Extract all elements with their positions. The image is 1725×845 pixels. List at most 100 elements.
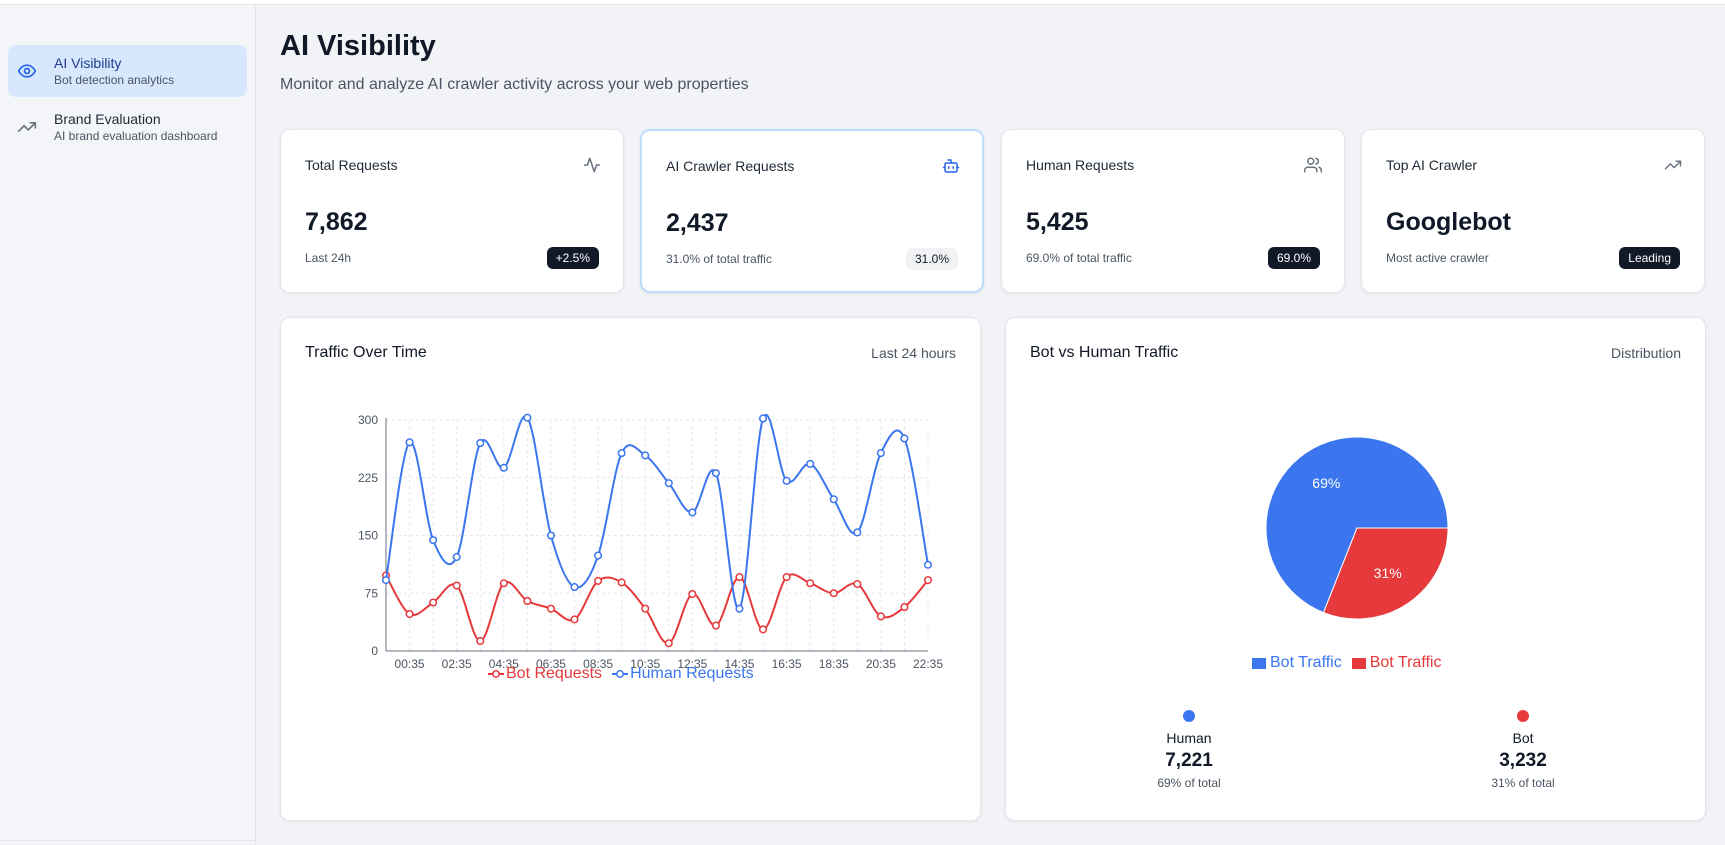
data-point-bot-requests[interactable]: [876, 612, 885, 621]
sidebar-item-ai-visibility[interactable]: AI Visibility Bot detection analytics: [8, 45, 247, 97]
data-point-bot-requests[interactable]: [664, 639, 673, 648]
pie-slice-human[interactable]: [1265, 436, 1449, 614]
page-title: AI Visibility: [280, 30, 436, 62]
bot-value: 3,232: [1499, 750, 1547, 771]
users-icon: [1304, 156, 1322, 174]
data-point-bot-requests[interactable]: [594, 576, 603, 585]
bot-dot: [1517, 710, 1529, 722]
data-point-human-requests[interactable]: [711, 469, 720, 478]
stat-subtext: 69.0% of total traffic: [1026, 251, 1132, 265]
data-point-human-requests[interactable]: [594, 551, 603, 560]
data-point-bot-requests[interactable]: [688, 589, 697, 599]
x-tick-label: 16:35: [772, 657, 802, 671]
legend-item-human-requests[interactable]: Human Requests: [612, 665, 754, 683]
data-point-bot-requests[interactable]: [782, 573, 791, 582]
data-point-human-requests[interactable]: [758, 414, 768, 423]
data-point-bot-requests[interactable]: [806, 579, 815, 588]
data-point-human-requests[interactable]: [664, 479, 673, 488]
legend-item-bot-traffic-blue[interactable]: Bot Traffic: [1252, 654, 1342, 672]
data-point-bot-requests[interactable]: [452, 581, 461, 590]
x-tick-label: 06:35: [536, 657, 566, 671]
data-point-human-requests[interactable]: [735, 604, 744, 613]
activity-icon: [583, 156, 601, 174]
data-point-bot-requests[interactable]: [570, 615, 579, 624]
data-point-human-requests[interactable]: [853, 528, 862, 537]
data-point-human-requests[interactable]: [381, 576, 391, 585]
stat-title: Total Requests: [305, 157, 398, 173]
top-bar: [0, 0, 1725, 5]
pie-slice-label: 69%: [1312, 475, 1340, 491]
traffic-line-chart: 0 75 150 225 300 00:35 02:35 04:35 06:35 08:35 10:…: [358, 413, 943, 671]
pie-slice-bot[interactable]: [1322, 527, 1449, 620]
data-point-bot-requests[interactable]: [853, 579, 862, 589]
x-tick-label: 20:35: [866, 657, 896, 671]
stat-card-ai-crawler-requests: AI Crawler Requests 2,437 31.0% of total…: [640, 129, 984, 293]
legend-label: Human Requests: [630, 665, 754, 682]
data-point-human-requests[interactable]: [429, 536, 438, 545]
human-dot: [1183, 710, 1195, 722]
data-point-human-requests[interactable]: [452, 553, 461, 562]
sidebar-item-brand-evaluation[interactable]: Brand Evaluation AI brand evaluation das…: [8, 101, 247, 153]
legend-label: Bot Traffic: [1369, 654, 1442, 671]
stat-subtext: 31.0% of total traffic: [666, 252, 772, 266]
data-point-human-requests[interactable]: [523, 413, 532, 422]
data-point-human-requests[interactable]: [688, 508, 697, 517]
data-point-human-requests[interactable]: [405, 438, 414, 447]
data-point-human-requests[interactable]: [570, 583, 579, 592]
data-point-human-requests[interactable]: [499, 463, 508, 472]
time-range-label: Last 24 hours: [871, 345, 956, 361]
data-point-bot-requests[interactable]: [758, 625, 768, 634]
panel-title: Traffic Over Time: [305, 344, 427, 361]
x-tick-label: 08:35: [583, 657, 613, 671]
data-point-bot-requests[interactable]: [735, 573, 744, 582]
stat-title: AI Crawler Requests: [666, 158, 795, 174]
data-point-bot-requests[interactable]: [405, 609, 414, 619]
legend-item-bot-requests[interactable]: Bot Requests: [488, 665, 602, 683]
data-point-bot-requests[interactable]: [523, 596, 532, 605]
data-point-human-requests[interactable]: [476, 439, 485, 448]
y-tick-label: 75: [365, 586, 379, 600]
data-point-bot-requests[interactable]: [829, 589, 838, 598]
distribution-label: Distribution: [1610, 345, 1681, 361]
data-point-human-requests[interactable]: [641, 451, 650, 460]
bot-vs-human-panel: Bot vs Human Traffic Distribution 69% 31%…: [1005, 317, 1706, 821]
sidebar-divider: [0, 840, 255, 841]
data-point-human-requests[interactable]: [617, 449, 626, 458]
data-point-human-requests[interactable]: [876, 449, 885, 458]
series-line-bot-requests: [385, 573, 929, 645]
data-point-human-requests[interactable]: [900, 434, 909, 443]
data-point-bot-requests[interactable]: [617, 578, 626, 587]
x-tick-label: 00:35: [395, 657, 425, 671]
data-point-bot-requests[interactable]: [476, 636, 485, 646]
data-point-human-requests[interactable]: [782, 476, 791, 485]
y-tick-label: 225: [358, 471, 378, 485]
sidebar-item-label: AI Visibility: [54, 54, 122, 71]
data-point-human-requests[interactable]: [546, 531, 556, 540]
sidebar-item-label: Brand Evaluation: [54, 110, 161, 127]
stat-value: 7,862: [305, 208, 368, 236]
traffic-over-time-panel: Traffic Over Time Last 24 hours 0 75 150 22…: [280, 317, 981, 821]
human-value: 7,221: [1165, 750, 1213, 771]
legend-marker-human: [612, 670, 629, 678]
stat-badge: 69.0%: [1267, 247, 1320, 269]
sidebar-item-description: AI brand evaluation dashboard: [54, 128, 218, 143]
data-point-bot-requests[interactable]: [546, 604, 556, 613]
data-point-bot-requests[interactable]: [641, 604, 650, 613]
data-point-bot-requests[interactable]: [900, 603, 909, 612]
data-point-bot-requests[interactable]: [429, 598, 438, 607]
eye-icon: [16, 60, 38, 82]
bot-summary: Bot 3,232 31% of total: [1453, 710, 1593, 790]
data-point-bot-requests[interactable]: [711, 621, 720, 630]
data-point-human-requests[interactable]: [806, 459, 815, 468]
legend-item-bot-traffic-red[interactable]: Bot Traffic: [1351, 654, 1442, 672]
data-point-bot-requests[interactable]: [923, 576, 933, 585]
stat-title: Human Requests: [1026, 157, 1135, 173]
stat-card-human-requests: Human Requests 5,425 69.0% of total traf…: [1001, 129, 1345, 293]
data-point-bot-requests[interactable]: [499, 579, 508, 588]
stat-badge: +2.5%: [546, 247, 599, 269]
data-point-human-requests[interactable]: [923, 560, 933, 569]
y-tick-label: 0: [371, 644, 378, 658]
pie-slice-label: 31%: [1374, 565, 1402, 581]
stat-badge: 31.0%: [905, 248, 958, 270]
data-point-human-requests[interactable]: [829, 495, 838, 504]
